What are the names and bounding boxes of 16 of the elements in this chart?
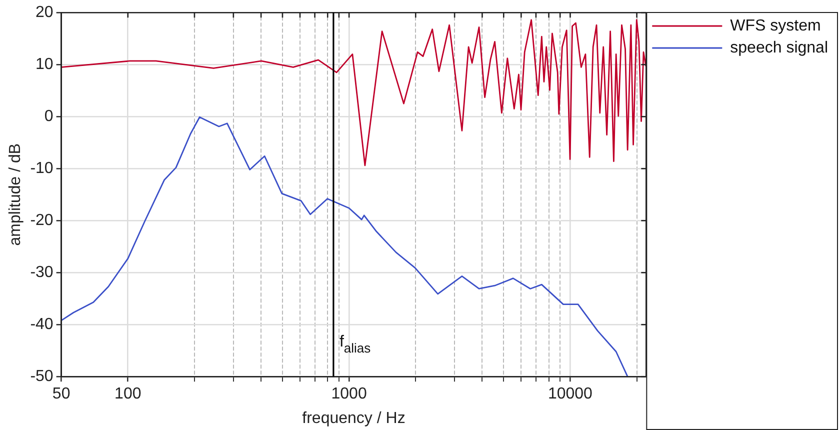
y-axis-title: amplitude / dB [7,143,24,246]
x-tick-label: 100 [114,386,142,403]
legend-label: speech signal [730,39,828,56]
y-tick-label: 0 [44,108,54,126]
y-tick-label: -30 [30,264,54,282]
y-tick-label: -50 [30,368,54,386]
legend-label: WFS system [730,17,821,34]
y-tick-label: 20 [36,4,54,22]
y-tick-label: -20 [30,212,54,230]
y-tick-label: 10 [36,56,54,74]
x-tick-label: 1000 [331,386,367,403]
y-tick-label: -10 [30,160,54,178]
y-tick-label: -40 [30,316,54,334]
x-tick-label: 50 [52,386,70,403]
x-tick-label: 10000 [548,386,593,403]
x-axis-title: frequency / Hz [302,410,406,427]
